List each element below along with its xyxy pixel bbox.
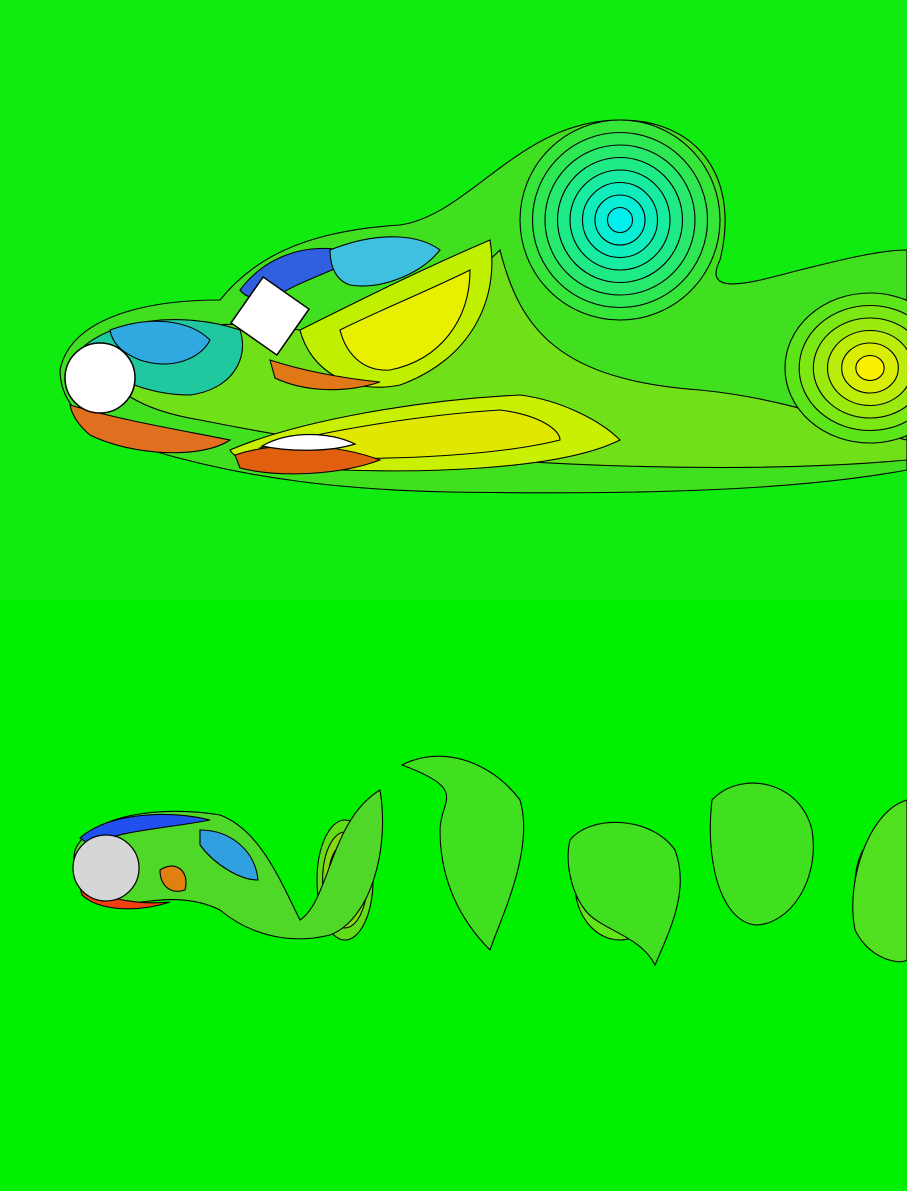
- cylinder: [72, 834, 140, 902]
- recirculation-zone: [260, 433, 357, 451]
- contour-ring: [606, 206, 634, 234]
- cylinder: [64, 342, 136, 414]
- contour-ring: [855, 354, 885, 382]
- bottom-wake: [73, 755, 907, 967]
- square-cylinder: [229, 275, 311, 357]
